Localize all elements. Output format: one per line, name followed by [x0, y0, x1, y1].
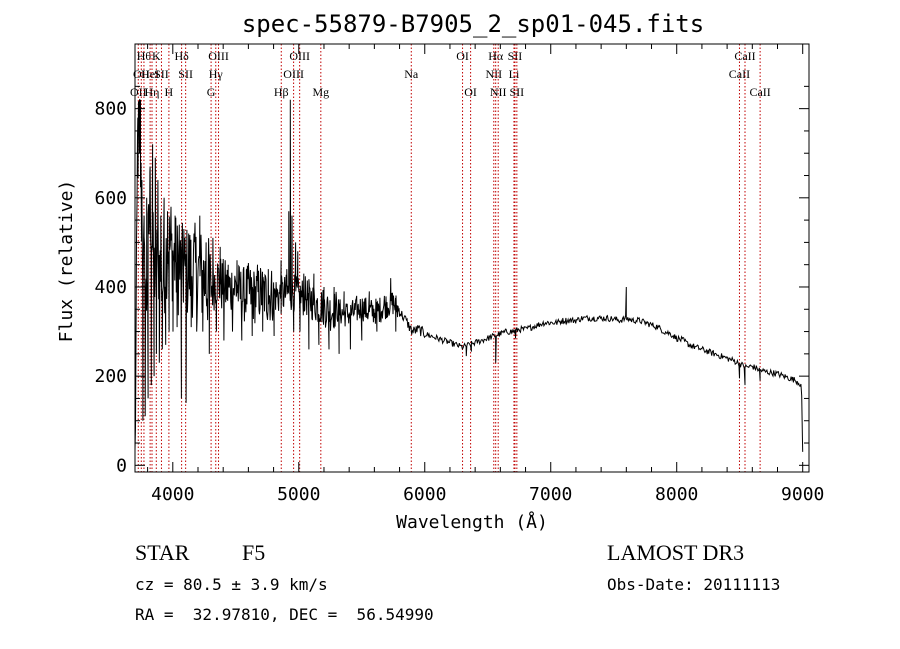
- x-tick-label: 7000: [529, 484, 572, 505]
- x-axis-label: Wavelength (Å): [396, 511, 548, 533]
- marker-label-24: SII: [508, 49, 523, 63]
- marker-label-18: OI: [456, 49, 469, 63]
- axes: 4000 5000 6000 7000 8000 9000 0 200 400 600 800: [94, 44, 824, 505]
- marker-label-9: SII: [178, 67, 193, 81]
- x-tick-label: 6000: [403, 484, 446, 505]
- x-tick-label: 8000: [655, 484, 698, 505]
- marker-label-6: SII: [154, 67, 169, 81]
- marker-label-22: NII: [490, 85, 507, 99]
- spectrum-line: [134, 99, 804, 452]
- x-tick-label: 9000: [781, 484, 824, 505]
- marker-label-20: NII: [485, 67, 502, 81]
- marker-label-21: Hα: [488, 49, 504, 63]
- y-tick-label: 800: [94, 99, 127, 120]
- survey-name: LAMOST DR3: [607, 540, 744, 565]
- marker-label-27: CaII: [734, 49, 755, 63]
- plot-frame: [134, 43, 810, 473]
- marker-label-10: G: [207, 85, 216, 99]
- spectrum-series: [134, 99, 804, 452]
- marker-label-28: CaII: [749, 85, 770, 99]
- marker-label-2: Hθ: [137, 49, 152, 63]
- redshift-readout: cz = 80.5 ± 3.9 km/s: [135, 575, 328, 594]
- x-tick-label: 5000: [277, 484, 320, 505]
- marker-label-3: HeI: [141, 67, 159, 81]
- marker-label-8: Hδ: [174, 49, 189, 63]
- marker-label-17: Na: [404, 67, 419, 81]
- emission-line-markers: OII OII Hθ HeI Hη K SII H Hδ SII G Hγ OIII Hβ OIII OIII…: [130, 44, 771, 472]
- marker-label-1: OII: [133, 67, 150, 81]
- observation-date: Obs-Date: 20111113: [607, 575, 780, 594]
- coordinates-readout: RA = 32.97810, DEC = 56.54990: [135, 605, 434, 624]
- marker-label-14: OIII: [283, 67, 304, 81]
- marker-label-25: SII: [510, 85, 525, 99]
- marker-label-4: Hη: [145, 85, 160, 99]
- y-tick-label: 400: [94, 277, 127, 298]
- x-tick-label: 4000: [151, 484, 194, 505]
- marker-label-0: OII: [130, 85, 147, 99]
- marker-label-11: Hγ: [209, 67, 224, 81]
- marker-label-5: K: [152, 49, 161, 63]
- object-class: STAR: [135, 540, 190, 565]
- marker-label-7: H: [165, 85, 174, 99]
- marker-label-19: OI: [464, 85, 477, 99]
- marker-label-26: CaII: [729, 67, 750, 81]
- marker-label-15: OIII: [289, 49, 310, 63]
- object-subclass: F5: [242, 540, 265, 565]
- chart-title: spec-55879-B7905_2_sp01-045.fits: [242, 10, 704, 38]
- y-tick-label: 200: [94, 366, 127, 387]
- marker-label-13: Hβ: [274, 85, 289, 99]
- y-axis-label: Flux (relative): [56, 180, 77, 343]
- marker-label-16: Mg: [312, 85, 329, 99]
- marker-label-12: OIII: [208, 49, 229, 63]
- y-tick-label: 0: [116, 455, 127, 476]
- y-tick-label: 600: [94, 188, 127, 209]
- marker-label-23: Li: [509, 67, 520, 81]
